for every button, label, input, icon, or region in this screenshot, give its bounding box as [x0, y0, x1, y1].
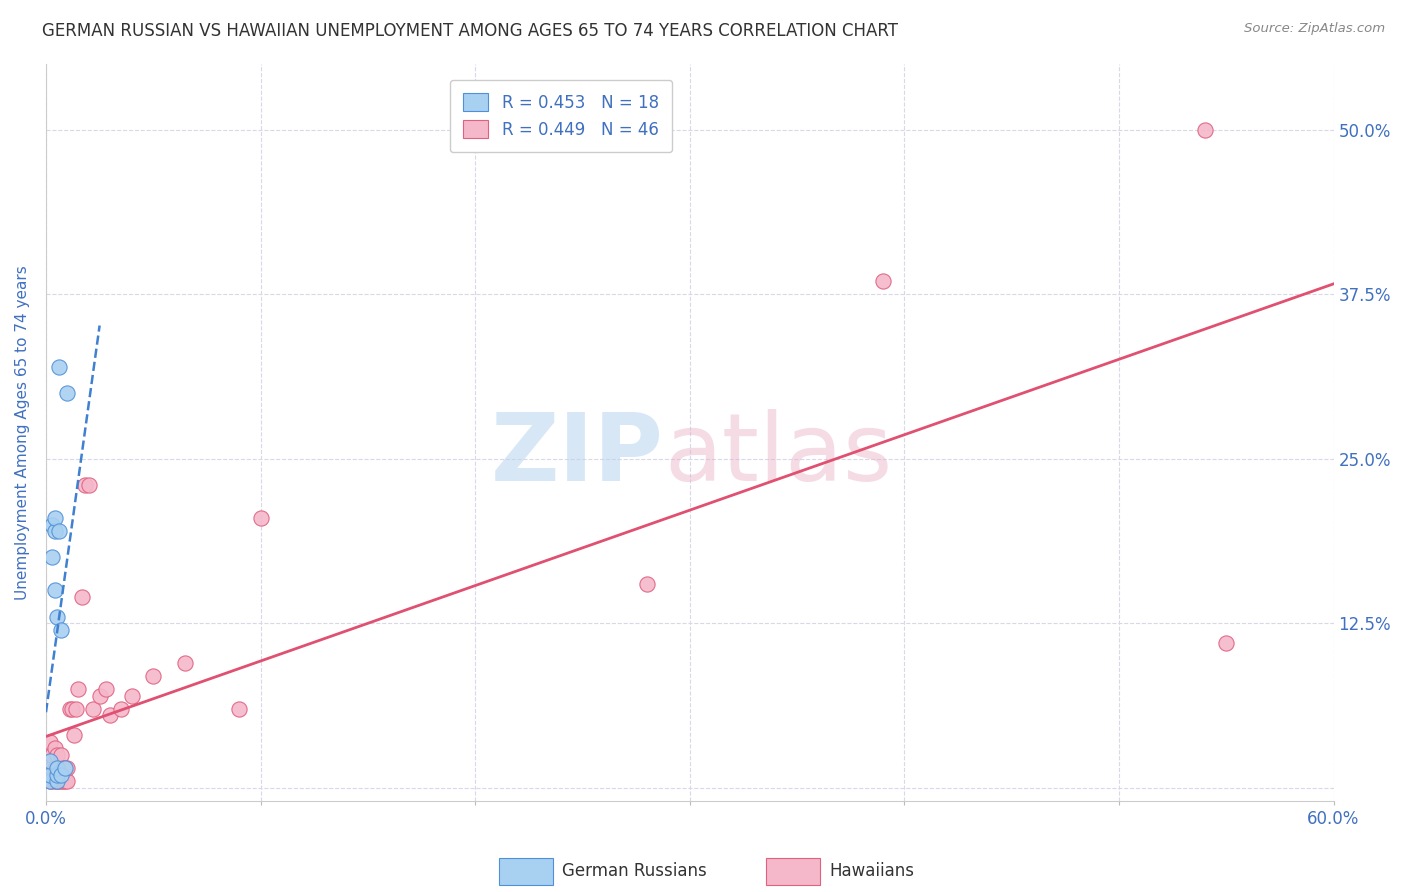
Point: [72, 590, 94, 604]
Point: [73, 478, 96, 492]
Point: [63, 728, 86, 742]
Point: [41, 747, 63, 762]
Point: [45, 609, 67, 624]
Point: [48, 359, 70, 374]
Point: [41, 550, 63, 565]
Point: [44, 761, 66, 775]
Point: [45, 761, 67, 775]
Y-axis label: Unemployment Among Ages 65 to 74 years: Unemployment Among Ages 65 to 74 years: [15, 265, 30, 599]
Point: [45, 774, 67, 789]
Point: [56, 386, 79, 401]
Text: ZIP: ZIP: [491, 409, 664, 500]
Point: [65, 702, 87, 716]
Point: [872, 274, 894, 288]
Point: [37, 767, 59, 781]
Point: [39, 774, 62, 789]
Point: [39, 774, 62, 789]
Point: [249, 511, 271, 525]
Point: [142, 669, 165, 683]
Text: atlas: atlas: [664, 409, 893, 500]
Point: [48, 774, 70, 789]
Point: [82, 702, 104, 716]
Point: [44, 524, 66, 538]
Point: [89, 689, 111, 703]
Point: [174, 656, 197, 670]
Point: [37, 755, 59, 769]
Text: Hawaiians: Hawaiians: [830, 863, 914, 880]
Point: [39, 735, 62, 749]
Point: [1194, 123, 1216, 137]
Point: [53, 761, 76, 775]
Point: [44, 741, 66, 756]
Point: [44, 583, 66, 598]
Point: [49, 767, 72, 781]
Point: [39, 755, 62, 769]
Point: [228, 702, 250, 716]
Point: [49, 774, 72, 789]
Point: [41, 761, 63, 775]
Point: [53, 761, 76, 775]
Point: [45, 767, 67, 781]
Point: [39, 767, 62, 781]
Point: [110, 702, 132, 716]
Point: [53, 774, 76, 789]
Point: [44, 511, 66, 525]
Point: [98, 708, 121, 723]
Point: [41, 517, 63, 532]
Point: [48, 761, 70, 775]
Legend: R = 0.453   N = 18, R = 0.449   N = 46: R = 0.453 N = 18, R = 0.449 N = 46: [450, 79, 672, 153]
Point: [56, 774, 79, 789]
Point: [121, 689, 143, 703]
Point: [52, 774, 75, 789]
Point: [52, 761, 75, 775]
Point: [45, 774, 67, 789]
Point: [77, 478, 100, 492]
Point: [45, 747, 67, 762]
Point: [56, 761, 79, 775]
Point: [49, 623, 72, 637]
Point: [39, 761, 62, 775]
Point: [60, 702, 83, 716]
Point: [44, 774, 66, 789]
Point: [636, 576, 658, 591]
Point: [49, 747, 72, 762]
Text: GERMAN RUSSIAN VS HAWAIIAN UNEMPLOYMENT AMONG AGES 65 TO 74 YEARS CORRELATION CH: GERMAN RUSSIAN VS HAWAIIAN UNEMPLOYMENT …: [42, 22, 898, 40]
Point: [94, 681, 117, 696]
Point: [58, 702, 80, 716]
Text: Source: ZipAtlas.com: Source: ZipAtlas.com: [1244, 22, 1385, 36]
Point: [1215, 636, 1237, 650]
Text: German Russians: German Russians: [562, 863, 707, 880]
Point: [48, 524, 70, 538]
Point: [67, 681, 90, 696]
Point: [45, 761, 67, 775]
Point: [41, 774, 63, 789]
